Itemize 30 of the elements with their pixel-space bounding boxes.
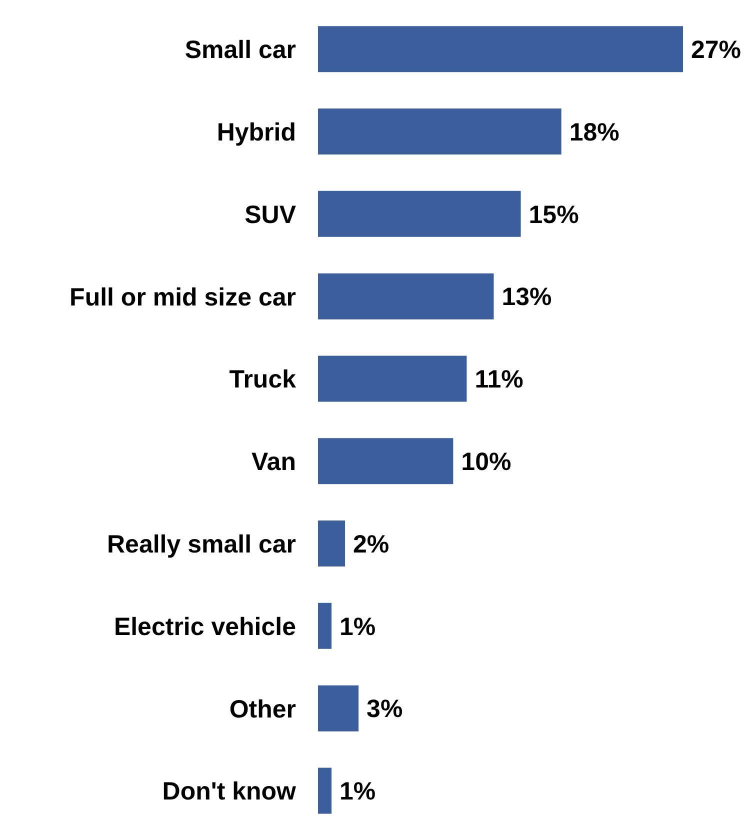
y-tick-label: Other [229, 695, 296, 724]
bar [318, 356, 467, 402]
y-tick-label: Truck [229, 366, 296, 394]
y-tick-label: Hybrid [216, 118, 296, 146]
bar [318, 26, 683, 72]
bar [318, 108, 562, 155]
data-label: 18% [569, 118, 620, 146]
data-label: 13% [502, 283, 552, 312]
data-label: 10% [461, 448, 512, 476]
bar [318, 520, 346, 567]
bar [318, 273, 494, 320]
data-label: 15% [528, 200, 579, 229]
y-tick-label: Van [252, 448, 296, 476]
y-tick-label: Don't know [162, 778, 297, 806]
y-tick-label: SUV [244, 200, 296, 229]
bar [318, 768, 332, 814]
y-tick-label: Full or mid size car [70, 283, 296, 312]
data-label: 1% [340, 612, 376, 641]
data-label: 2% [353, 530, 390, 558]
y-tick-label: Electric vehicle [114, 612, 296, 641]
data-label: 3% [366, 695, 403, 724]
y-tick-label: Small car [184, 36, 296, 64]
bar [318, 438, 454, 484]
bar [318, 602, 332, 649]
y-tick-label: Really small car [106, 530, 296, 558]
data-label: 1% [340, 778, 376, 806]
bar [318, 190, 521, 237]
data-label: 11% [474, 366, 524, 394]
data-label: 27% [691, 36, 742, 64]
bar [318, 685, 359, 732]
